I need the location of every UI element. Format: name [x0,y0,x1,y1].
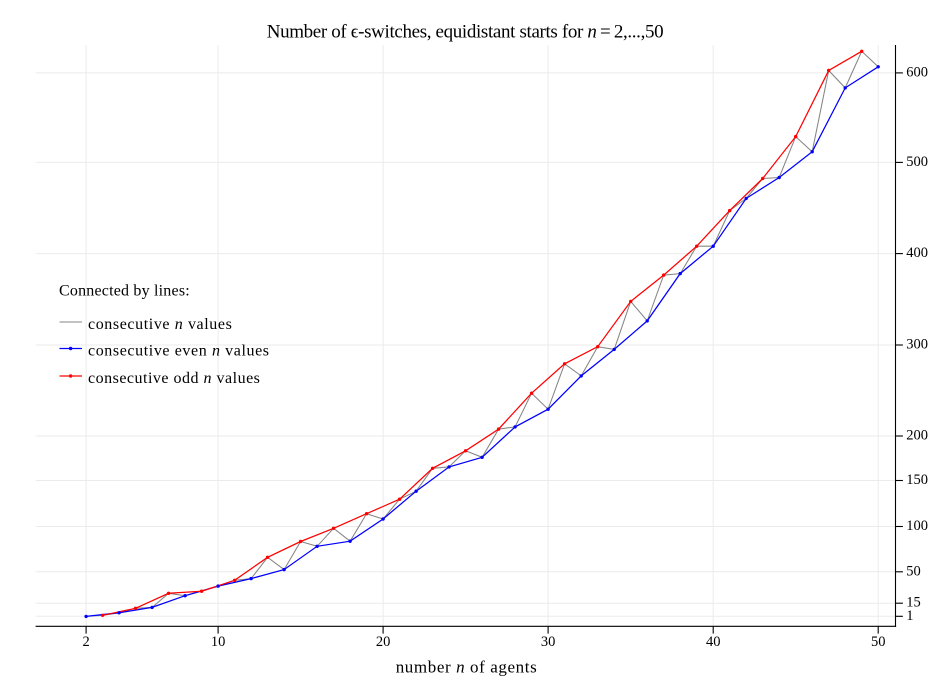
svg-text:Connected by lines:: Connected by lines: [59,283,190,300]
svg-text:150: 150 [906,472,928,488]
svg-text:consecutive even n values: consecutive even n values [88,343,270,360]
svg-text:1: 1 [906,608,913,624]
svg-text:number n of agents: number n of agents [396,657,538,676]
svg-text:Number of ϵ-switches, equidist: Number of ϵ-switches, equidistant starts… [267,22,664,43]
svg-text:20: 20 [376,634,391,650]
svg-text:consecutive odd n values: consecutive odd n values [88,370,260,387]
svg-text:40: 40 [706,634,721,650]
svg-text:30: 30 [541,634,556,650]
svg-text:50: 50 [871,634,886,650]
svg-text:500: 500 [906,154,928,170]
svg-text:300: 300 [906,337,928,353]
svg-text:100: 100 [906,518,928,534]
svg-text:10: 10 [211,634,226,650]
svg-text:600: 600 [906,64,928,80]
svg-text:2: 2 [82,634,89,650]
svg-text:consecutive n values: consecutive n values [88,316,232,333]
svg-text:200: 200 [906,428,928,444]
svg-text:400: 400 [906,245,928,261]
svg-text:50: 50 [906,563,921,579]
svg-text:15: 15 [906,595,921,611]
